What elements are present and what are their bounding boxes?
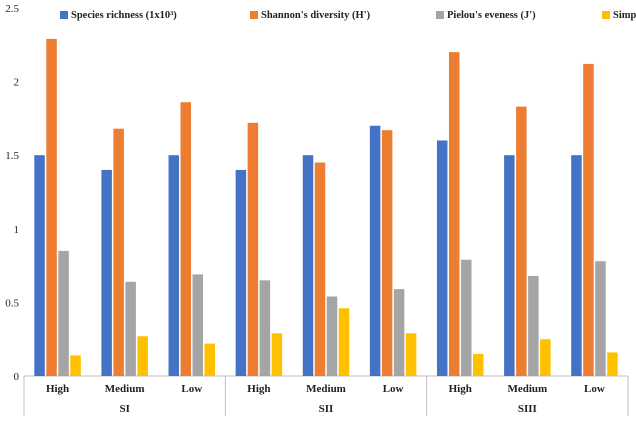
bar [192,274,204,376]
legend-label: Pielou's eveness (J') [447,10,536,21]
bar [460,259,472,376]
bar [571,155,582,376]
legend-swatch [250,11,258,19]
y-tick-label: 0 [14,371,20,383]
bar [504,155,515,376]
bar [595,261,606,376]
x-category-label: High [46,383,69,395]
x-category-label: High [449,383,472,395]
bar [436,140,448,376]
bar [271,333,283,376]
bar [369,125,381,376]
bar [235,169,247,376]
bar [180,102,192,376]
x-category-label: Low [584,383,605,395]
bar [381,130,393,376]
x-group-label: SII [319,403,334,415]
legend-label: Shannon's diversity (H') [261,10,371,21]
bar [125,281,136,376]
x-category-label: Low [383,383,404,395]
bar [34,155,45,376]
bar [326,296,338,376]
legend-label: Species richness (1x10³) [71,10,177,21]
bar [247,122,259,376]
x-category-label: Low [181,383,202,395]
bar [607,352,618,376]
bar [583,63,594,376]
bar [168,155,180,376]
legend-swatch [60,11,68,19]
legend-swatch [602,11,610,19]
bar [528,275,539,376]
x-category-label: Medium [105,383,145,395]
x-category-label: Medium [306,383,346,395]
y-tick-label: 1.5 [5,150,19,162]
legend-swatch [436,11,444,19]
bar [259,280,271,376]
bar [516,106,527,377]
x-category-label: Medium [507,383,547,395]
bar [472,353,484,376]
bar [314,162,326,376]
x-group-label: SI [119,403,129,415]
bar [204,343,216,376]
bar [58,250,69,376]
bar [405,333,417,376]
bar [137,336,148,376]
x-group-label: SIII [518,403,537,415]
y-tick-label: 2.5 [5,3,19,15]
y-tick-label: 0.5 [5,297,19,309]
bar [70,355,81,376]
bar [393,289,405,376]
bar [338,308,350,376]
bar [46,38,57,377]
bar [448,52,460,376]
y-tick-label: 2 [14,77,20,89]
bar [540,339,551,376]
bar [302,155,314,376]
legend-label: Simpsons's dominance (D₅) [613,10,636,21]
y-tick-label: 1 [14,224,20,236]
bar [113,128,124,376]
x-category-label: High [247,383,270,395]
bar [101,169,112,376]
